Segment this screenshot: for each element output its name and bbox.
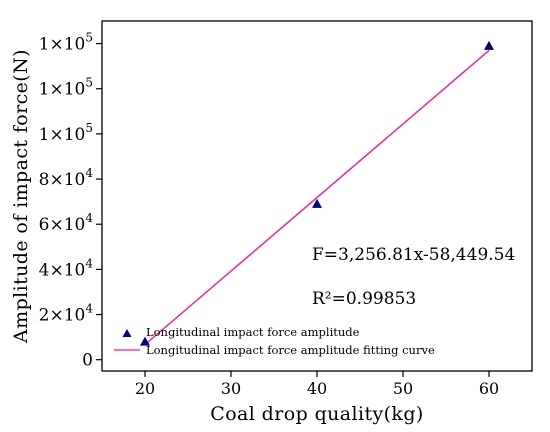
y-tick-label: 2×104	[39, 302, 94, 326]
y-tick-label: 8×104	[39, 166, 94, 190]
y-tick-label: 1×105	[39, 76, 93, 100]
y-axis-title: Amplitude of impact force(N)	[10, 49, 32, 344]
data-point-triangle	[312, 198, 322, 208]
y-tick-label: 4×104	[39, 256, 94, 280]
x-tick-label: 30	[221, 379, 241, 398]
data-point-series	[140, 40, 494, 346]
x-tick-label: 60	[479, 379, 499, 398]
legend-label-data-points: Longitudinal impact force amplitude	[146, 325, 360, 339]
x-axis-ticks: 20 30 40 50 60	[135, 371, 499, 398]
x-tick-label: 20	[135, 379, 155, 398]
y-tick-label: 1×105	[39, 121, 93, 145]
y-tick-label: 6×104	[39, 211, 94, 235]
x-tick-label: 50	[393, 379, 413, 398]
y-tick-label: 1×105	[39, 31, 93, 55]
plot-frame	[101, 20, 533, 372]
data-point-triangle	[140, 336, 150, 346]
data-point-triangle	[484, 40, 494, 50]
legend-label-fitting-curve: Longitudinal impact force amplitude fitt…	[146, 343, 435, 357]
fitting-curve-series	[144, 49, 490, 346]
x-tick-label: 40	[307, 379, 327, 398]
y-tick-label: 0	[82, 351, 93, 371]
equation-annotation: F=3,256.81x-58,449.54	[312, 245, 515, 265]
fitting-curve-line	[144, 49, 490, 346]
legend: Longitudinal impact force amplitude Long…	[114, 325, 435, 357]
legend-triangle-marker	[122, 329, 132, 337]
x-axis-title: Coal drop quality(kg)	[210, 403, 423, 425]
y-axis-ticks: 0 2×104 4×104 6×104 8×104 1×105 1×105 1×105	[39, 31, 102, 371]
r-squared-annotation: R²=0.99853	[312, 289, 416, 309]
